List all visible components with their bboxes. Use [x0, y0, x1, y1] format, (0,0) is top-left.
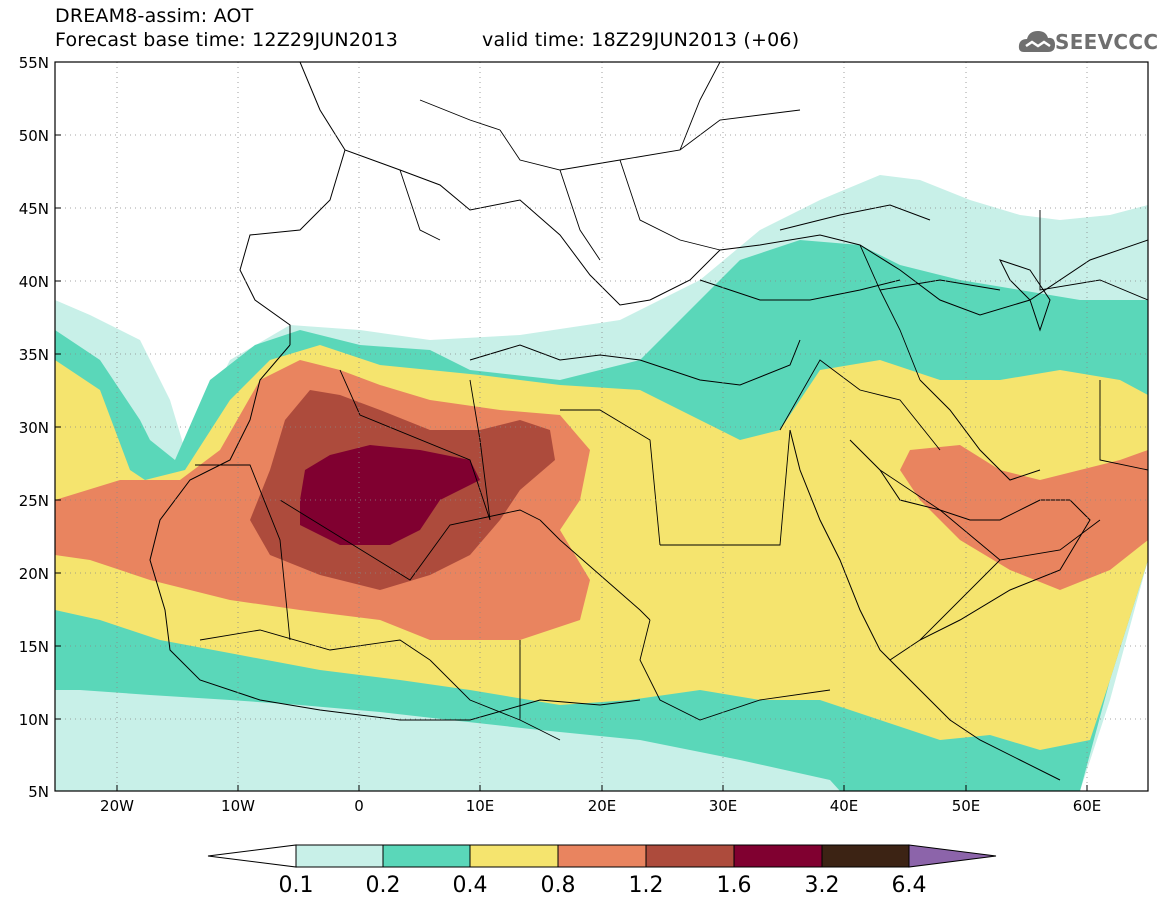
colorbar-labels: 0.1 0.2 0.4 0.8 1.2 1.6 3.2 6.4 — [279, 873, 927, 898]
country-borders — [195, 62, 1148, 741]
colorbar-swatch — [295, 844, 384, 868]
lat-label: 15N — [19, 638, 49, 656]
colorbar-label: 0.8 — [541, 873, 576, 898]
graticule — [55, 62, 1148, 791]
lon-label: 0 — [354, 797, 364, 815]
colorbar-label: 0.1 — [279, 873, 314, 898]
aot-band-1.6 — [300, 445, 480, 545]
lon-label: 40E — [830, 797, 859, 815]
aot-contours — [55, 175, 1148, 791]
colorbar-label: 0.2 — [366, 873, 401, 898]
lat-label: 5N — [28, 783, 49, 801]
cloud-icon — [1018, 31, 1055, 52]
logo-text: SEEVCCC — [1055, 30, 1159, 54]
lat-label: 20N — [19, 565, 49, 583]
lon-label: 10E — [466, 797, 495, 815]
lon-label: 30E — [709, 797, 738, 815]
lon-label: 60E — [1073, 797, 1102, 815]
longitude-labels: 20W 10W 0 10E 20E 30E 40E 50E 60E — [100, 797, 1101, 815]
lat-label: 35N — [19, 346, 49, 364]
colorbar-label: 1.6 — [717, 873, 752, 898]
valid-time: valid time: 18Z29JUN2013 (+06) — [482, 29, 800, 51]
colorbar-swatch — [645, 844, 735, 868]
colorbar-swatch — [821, 844, 910, 868]
lat-label: 10N — [19, 711, 49, 729]
colorbar — [207, 844, 997, 868]
lon-label: 10W — [221, 797, 255, 815]
lat-label: 25N — [19, 492, 49, 510]
colorbar-swatch — [382, 844, 471, 868]
colorbar-swatch — [469, 844, 559, 868]
aot-band-0.8-arabia — [900, 445, 1148, 590]
map-title: DREAM8-assim: AOT — [55, 5, 254, 27]
colorbar-label: 1.2 — [629, 873, 664, 898]
axis-ticks — [55, 61, 1088, 792]
lat-label: 45N — [19, 200, 49, 218]
lat-label: 30N — [19, 419, 49, 437]
colorbar-label: 0.4 — [453, 873, 488, 898]
colorbar-over-arrow — [908, 844, 997, 868]
lon-label: 20E — [588, 797, 617, 815]
colorbar-label: 3.2 — [805, 873, 840, 898]
colorbar-under-arrow — [207, 844, 297, 868]
colorbar-label: 6.4 — [892, 873, 927, 898]
colorbar-swatch — [733, 844, 823, 868]
forecast-base-time: Forecast base time: 12Z29JUN2013 — [55, 29, 398, 51]
lon-label: 50E — [952, 797, 981, 815]
lat-label: 50N — [19, 127, 49, 145]
colorbar-swatch — [557, 844, 647, 868]
latitude-labels: 55N 50N 45N 40N 35N 30N 25N 20N 15N 10N … — [19, 54, 49, 801]
lat-label: 55N — [19, 54, 49, 72]
lat-label: 40N — [19, 273, 49, 291]
lon-label: 20W — [100, 797, 134, 815]
